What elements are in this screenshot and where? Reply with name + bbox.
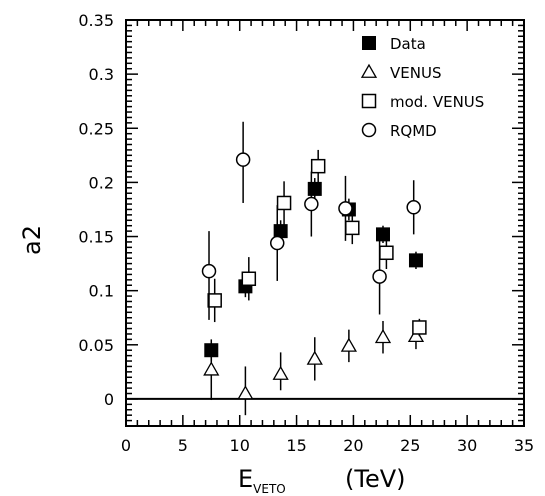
rqmd-point <box>338 201 353 216</box>
plot-frame <box>125 19 525 427</box>
mod-venus-point <box>241 271 257 287</box>
mod-venus-point <box>276 195 292 211</box>
rqmd-point <box>269 235 285 251</box>
data-marks <box>201 121 427 416</box>
rqmd-point <box>372 269 387 284</box>
rqmd-point <box>406 200 421 215</box>
venus-point <box>340 337 358 352</box>
data-point <box>375 227 390 242</box>
x-tick-label: 35 <box>514 436 534 455</box>
x-tick-label: 5 <box>178 436 188 455</box>
venus-point <box>306 350 323 365</box>
mod-venus-point <box>379 245 394 261</box>
x-tick-label: 25 <box>400 436 420 455</box>
venus-point <box>203 361 220 376</box>
venus-point <box>374 328 392 344</box>
legend-label: RQMD <box>390 122 437 140</box>
y-tick-labels: 0 0.05 0.1 0.15 0.2 0.25 0.3 0.35 <box>78 11 114 409</box>
rqmd-point <box>201 263 217 279</box>
legend-marker <box>361 122 377 138</box>
x-axis-label-sub: VETO <box>253 482 286 496</box>
y-axis-label: a2 <box>18 225 46 255</box>
y-tick-label: 0.35 <box>78 11 114 30</box>
data-point <box>307 181 322 196</box>
x-tick-label: 10 <box>230 436 250 455</box>
x-tick-label: 15 <box>286 436 306 455</box>
y-tick-label: 0.25 <box>78 119 114 138</box>
venus-point <box>237 385 254 400</box>
venus-point <box>272 365 289 380</box>
x-tick-label: 0 <box>121 436 131 455</box>
x-axis-label-main: E <box>238 465 253 493</box>
rqmd-point <box>235 152 251 167</box>
legend: Data VENUS mod. VENUS RQMD <box>360 35 484 140</box>
legend-label: Data <box>390 35 426 53</box>
y-tick-label: 0.1 <box>89 282 114 301</box>
data-point <box>273 224 288 239</box>
x-tick-label: 20 <box>343 436 363 455</box>
x-tick-label: 30 <box>457 436 477 455</box>
mod-venus-point <box>310 158 326 174</box>
legend-marker <box>362 36 376 50</box>
x-axis-unit: (TeV) <box>345 465 406 493</box>
mod-venus-point <box>207 293 222 308</box>
axis-ticks <box>125 19 525 427</box>
mod-venus-point <box>412 320 427 335</box>
legend-marker <box>361 93 377 109</box>
y-tick-label: 0.15 <box>78 228 114 247</box>
y-tick-label: 0.05 <box>78 336 114 355</box>
y-tick-label: 0 <box>104 390 114 409</box>
rqmd-point <box>304 196 319 212</box>
x-axis-label: EVETO <box>238 465 286 496</box>
legend-label: mod. VENUS <box>390 93 484 111</box>
legend-marker <box>360 63 378 78</box>
x-tick-labels: 0 5 10 15 20 25 30 35 <box>121 436 534 455</box>
mod-venus-point <box>345 220 360 236</box>
y-tick-label: 0.2 <box>89 173 114 192</box>
y-tick-label: 0.3 <box>89 65 114 84</box>
legend-label: VENUS <box>390 64 441 82</box>
data-point <box>408 253 423 268</box>
